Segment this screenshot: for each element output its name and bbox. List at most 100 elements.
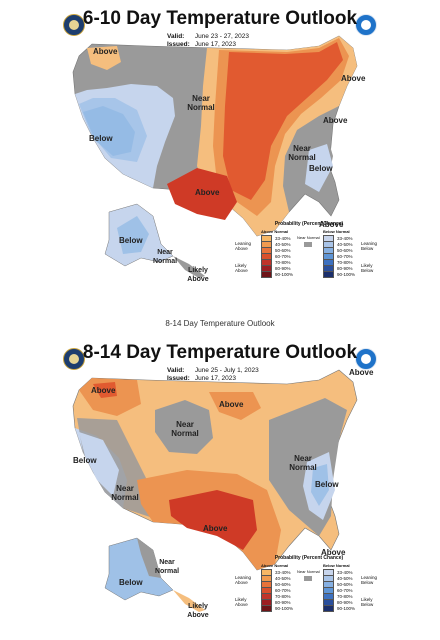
probability-legend: Probability (Percent Chance) Above Norma… bbox=[235, 221, 383, 278]
region-above-greatlakes bbox=[209, 392, 261, 420]
second-map-caption: 8-14 Day Temperature Outlook bbox=[165, 319, 275, 328]
region-near-central bbox=[155, 400, 213, 454]
issued-label: Issued: bbox=[167, 41, 190, 48]
region-below-west-2 bbox=[79, 432, 119, 496]
label-above-florida: Above bbox=[319, 220, 344, 229]
legend-below-range: 90-100% bbox=[337, 605, 356, 611]
temperature-map bbox=[72, 369, 358, 612]
label-below-southeast: Below bbox=[309, 164, 333, 173]
label-above-northeast: Above bbox=[349, 368, 374, 377]
legend-above-range: 80-90% bbox=[275, 265, 291, 271]
legend-near-swatch bbox=[304, 242, 313, 247]
valid-value: June 25 - July 1, 2023 bbox=[194, 367, 259, 374]
region-above-nw bbox=[79, 378, 141, 416]
label-near-normal-central: Near Normal bbox=[171, 420, 199, 438]
legend-above-column: 33-40% 40-50% 50-60% 60-70% 70-80% 80-90% 90-1… bbox=[261, 568, 294, 612]
label-above-midatlantic: Above bbox=[323, 116, 348, 125]
region-below-west-mid bbox=[79, 98, 147, 162]
legend-below-range: 80-90% bbox=[337, 599, 353, 605]
valid-label: Valid: bbox=[167, 367, 185, 374]
legend-below-range: 40-50% bbox=[337, 241, 353, 247]
region-above-center-strong bbox=[223, 42, 343, 200]
label-below-alaska: Below bbox=[119, 578, 143, 587]
probability-legend: Probability (Percent Chance) Above Norma… bbox=[235, 555, 383, 612]
label-likely-above-alaska: Likely Above bbox=[187, 603, 209, 619]
legend-above-range: 60-70% bbox=[275, 587, 291, 593]
label-above-florida: Above bbox=[321, 548, 346, 557]
legend-below-header: Below Normal bbox=[323, 563, 350, 568]
legend-below-range: 60-70% bbox=[337, 587, 353, 593]
legend-likely-above: Likely Above bbox=[235, 597, 248, 607]
legend-above-range: 40-50% bbox=[275, 575, 291, 581]
legend-above-range: 80-90% bbox=[275, 599, 291, 605]
label-above-southcentral: Above bbox=[195, 188, 220, 197]
legend-near-swatch bbox=[304, 576, 313, 581]
legend-near-normal: Near Normal bbox=[297, 569, 320, 581]
legend-leaning-above: Leaning Above bbox=[235, 241, 252, 251]
label-near-normal-alaska: Near Normal bbox=[154, 559, 180, 575]
legend-below-column: 33-40% 40-50% 50-60% 60-70% 70-80% 80-90% 90-1… bbox=[323, 234, 356, 278]
legend-above-range: 50-60% bbox=[275, 247, 291, 253]
region-above-nw bbox=[87, 46, 121, 70]
legend-below-header: Below Normal bbox=[323, 229, 350, 234]
legend-below-range: 70-80% bbox=[337, 593, 353, 599]
legend-below-range: 33-40% bbox=[337, 235, 353, 241]
legend-above-range: 33-40% bbox=[275, 569, 291, 575]
legend-below-range: 80-90% bbox=[337, 265, 353, 271]
alaska-panhandle bbox=[173, 590, 205, 612]
legend-below-row: 90-100% bbox=[323, 270, 356, 278]
alaska-near bbox=[137, 538, 161, 578]
legend-above-row: 90-100% bbox=[261, 604, 294, 612]
legend-leaning-below: Leaning Below bbox=[361, 575, 378, 585]
label-above-northeast: Above bbox=[341, 74, 366, 83]
alaska-panhandle bbox=[173, 256, 205, 278]
legend-below-range: 33-40% bbox=[337, 569, 353, 575]
legend-below-range: 40-50% bbox=[337, 575, 353, 581]
legend-below-swatch bbox=[323, 270, 334, 278]
legend-above-range: 90-100% bbox=[275, 271, 294, 277]
label-near-normal-north: Near Normal bbox=[187, 94, 215, 112]
legend-above-swatch bbox=[261, 270, 272, 278]
region-above-nw-core bbox=[93, 382, 117, 398]
legend-below-range: 70-80% bbox=[337, 259, 353, 265]
valid-value: June 23 - 27, 2023 bbox=[194, 33, 250, 40]
label-likely-above-alaska: Likely Above bbox=[187, 267, 209, 283]
legend-title: Probability (Percent Chance) bbox=[274, 555, 344, 561]
valid-label: Valid: bbox=[167, 33, 185, 40]
legend-below-range: 60-70% bbox=[337, 253, 353, 259]
map-dates: Valid: June 23 - 27, 2023 Issued: June 1… bbox=[167, 33, 249, 49]
noaa-logo-icon bbox=[355, 348, 377, 370]
map-title: 6-10 Day Temperature Outlook bbox=[82, 8, 358, 29]
legend-title: Probability (Percent Chance) bbox=[274, 221, 344, 227]
legend-above-range: 90-100% bbox=[275, 605, 294, 611]
legend-above-row: 90-100% bbox=[261, 270, 294, 278]
region-above-core bbox=[167, 168, 237, 220]
issued-label: Issued: bbox=[167, 375, 190, 382]
label-near-normal-sw: Near Normal bbox=[111, 484, 139, 502]
label-near-normal-east: Near Normal bbox=[288, 144, 316, 162]
legend-above-range: 70-80% bbox=[275, 593, 291, 599]
legend-near-normal: Near Normal bbox=[297, 235, 320, 247]
legend-below-range: 50-60% bbox=[337, 581, 353, 587]
outlook-panel-6-10: 6-10 Day Temperature Outlook Valid: June… bbox=[57, 6, 383, 296]
doc-seal-icon bbox=[63, 348, 85, 370]
legend-below-swatch bbox=[323, 604, 334, 612]
label-below-west: Below bbox=[73, 456, 97, 465]
legend-leaning-above: Leaning Above bbox=[235, 575, 252, 585]
doc-seal-icon bbox=[63, 14, 85, 36]
label-below-southeast: Below bbox=[315, 480, 339, 489]
legend-below-range: 90-100% bbox=[337, 271, 356, 277]
temperature-map bbox=[72, 35, 358, 278]
legend-above-header: Above Normal bbox=[261, 229, 289, 234]
issued-value: June 17, 2023 bbox=[194, 375, 237, 382]
legend-leaning-below: Leaning Below bbox=[361, 241, 378, 251]
label-near-normal-alaska: Near Normal bbox=[152, 249, 178, 265]
label-above-south: Above bbox=[203, 524, 228, 533]
legend-near-label: Near Normal bbox=[297, 235, 320, 240]
alaska-below-core bbox=[117, 216, 149, 254]
label-above-nw: Above bbox=[93, 47, 118, 56]
label-above-greatlakes: Above bbox=[219, 400, 244, 409]
legend-likely-below: Likely Below bbox=[361, 263, 374, 273]
label-above-northplains: Above bbox=[91, 386, 116, 395]
region-below-se-core bbox=[311, 464, 329, 506]
